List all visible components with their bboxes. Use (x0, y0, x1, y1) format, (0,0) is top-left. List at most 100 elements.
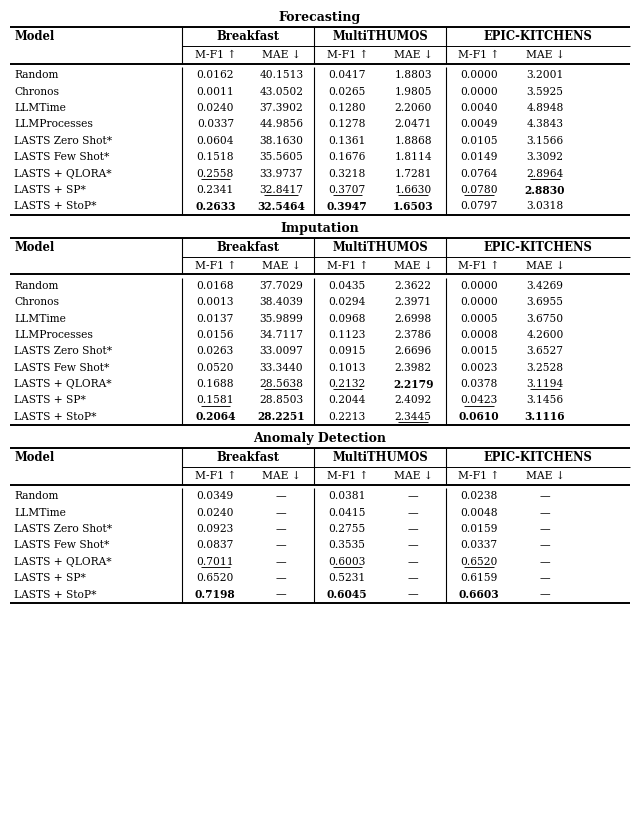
Text: 0.0049: 0.0049 (460, 120, 498, 129)
Text: 2.4092: 2.4092 (394, 396, 432, 405)
Text: 0.0013: 0.0013 (196, 297, 234, 307)
Text: 2.6696: 2.6696 (394, 346, 432, 356)
Text: MAE ↓: MAE ↓ (394, 471, 433, 481)
Text: 28.5638: 28.5638 (259, 379, 303, 389)
Text: LASTS + SP*: LASTS + SP* (14, 396, 86, 405)
Text: M-F1 ↑: M-F1 ↑ (458, 471, 500, 481)
Text: 0.0378: 0.0378 (460, 379, 498, 389)
Text: MultiTHUMOS: MultiTHUMOS (332, 451, 428, 464)
Text: 1.8114: 1.8114 (394, 152, 432, 162)
Text: 2.3982: 2.3982 (394, 363, 432, 373)
Text: 0.6045: 0.6045 (327, 589, 367, 600)
Text: 0.2633: 0.2633 (195, 201, 236, 212)
Text: MultiTHUMOS: MultiTHUMOS (332, 30, 428, 43)
Text: 1.6630: 1.6630 (394, 185, 432, 195)
Text: 33.9737: 33.9737 (260, 169, 303, 179)
Text: LASTS + StoP*: LASTS + StoP* (14, 590, 97, 600)
Text: 0.0337: 0.0337 (460, 541, 498, 550)
Text: 0.0240: 0.0240 (196, 103, 234, 113)
Text: 0.0238: 0.0238 (460, 491, 498, 501)
Text: 0.0162: 0.0162 (196, 70, 234, 80)
Text: LASTS + QLORA*: LASTS + QLORA* (14, 557, 112, 567)
Text: EPIC-KITCHENS: EPIC-KITCHENS (484, 30, 593, 43)
Text: Model: Model (14, 30, 54, 43)
Text: MAE ↓: MAE ↓ (525, 471, 564, 481)
Text: 0.0040: 0.0040 (460, 103, 498, 113)
Text: —: — (540, 508, 550, 518)
Text: 0.5231: 0.5231 (328, 573, 366, 583)
Text: 4.8948: 4.8948 (526, 103, 564, 113)
Text: 0.0415: 0.0415 (328, 508, 366, 518)
Text: 0.2132: 0.2132 (328, 379, 366, 389)
Text: 0.2341: 0.2341 (196, 185, 234, 195)
Text: LASTS Few Shot*: LASTS Few Shot* (14, 152, 109, 162)
Text: —: — (276, 590, 287, 600)
Text: 40.1513: 40.1513 (259, 70, 303, 80)
Text: 37.7029: 37.7029 (259, 281, 303, 291)
Text: LASTS Zero Shot*: LASTS Zero Shot* (14, 524, 112, 534)
Text: Anomaly Detection: Anomaly Detection (253, 432, 387, 445)
Text: MAE ↓: MAE ↓ (525, 50, 564, 60)
Text: —: — (408, 541, 419, 550)
Text: LASTS + StoP*: LASTS + StoP* (14, 201, 97, 211)
Text: 0.1280: 0.1280 (328, 103, 366, 113)
Text: EPIC-KITCHENS: EPIC-KITCHENS (484, 451, 593, 464)
Text: 3.1566: 3.1566 (526, 136, 564, 146)
Text: 0.6520: 0.6520 (460, 557, 498, 567)
Text: 44.9856: 44.9856 (259, 120, 303, 129)
Text: 0.1278: 0.1278 (328, 120, 366, 129)
Text: 0.0837: 0.0837 (196, 541, 234, 550)
Text: 0.0015: 0.0015 (460, 346, 498, 356)
Text: 3.1116: 3.1116 (525, 411, 565, 423)
Text: 0.1688: 0.1688 (196, 379, 234, 389)
Text: 2.2060: 2.2060 (394, 103, 432, 113)
Text: —: — (540, 491, 550, 501)
Text: —: — (540, 557, 550, 567)
Text: —: — (408, 524, 419, 534)
Text: 0.0263: 0.0263 (196, 346, 234, 356)
Text: Chronos: Chronos (14, 87, 59, 97)
Text: 37.3902: 37.3902 (259, 103, 303, 113)
Text: 38.4039: 38.4039 (259, 297, 303, 307)
Text: M-F1 ↑: M-F1 ↑ (326, 471, 368, 481)
Text: 2.0471: 2.0471 (394, 120, 432, 129)
Text: 2.3971: 2.3971 (394, 297, 432, 307)
Text: —: — (540, 573, 550, 583)
Text: 0.0968: 0.0968 (328, 314, 366, 324)
Text: 1.8868: 1.8868 (394, 136, 432, 146)
Text: 2.3445: 2.3445 (395, 412, 431, 422)
Text: 34.7117: 34.7117 (259, 330, 303, 340)
Text: —: — (276, 573, 287, 583)
Text: M-F1 ↑: M-F1 ↑ (458, 50, 500, 60)
Text: 3.3092: 3.3092 (527, 152, 563, 162)
Text: 0.0000: 0.0000 (460, 87, 498, 97)
Text: 0.2558: 0.2558 (196, 169, 234, 179)
Text: —: — (540, 524, 550, 534)
Text: —: — (276, 557, 287, 567)
Text: 2.2179: 2.2179 (393, 378, 433, 390)
Text: 1.8803: 1.8803 (394, 70, 432, 80)
Text: 43.0502: 43.0502 (259, 87, 303, 97)
Text: MAE ↓: MAE ↓ (394, 260, 433, 270)
Text: M-F1 ↑: M-F1 ↑ (195, 50, 236, 60)
Text: —: — (408, 590, 419, 600)
Text: 32.8417: 32.8417 (259, 185, 303, 195)
Text: 0.0417: 0.0417 (328, 70, 366, 80)
Text: Random: Random (14, 70, 58, 80)
Text: 0.0008: 0.0008 (460, 330, 498, 340)
Text: 0.0240: 0.0240 (196, 508, 234, 518)
Text: 0.0604: 0.0604 (196, 136, 234, 146)
Text: MAE ↓: MAE ↓ (262, 50, 301, 60)
Text: 0.0349: 0.0349 (196, 491, 234, 501)
Text: 35.5605: 35.5605 (259, 152, 303, 162)
Text: 0.0915: 0.0915 (328, 346, 366, 356)
Text: 3.5925: 3.5925 (527, 87, 563, 97)
Text: 0.0149: 0.0149 (460, 152, 498, 162)
Text: EPIC-KITCHENS: EPIC-KITCHENS (484, 241, 593, 254)
Text: LASTS + QLORA*: LASTS + QLORA* (14, 379, 112, 389)
Text: 0.0337: 0.0337 (196, 120, 234, 129)
Text: 3.1194: 3.1194 (526, 379, 564, 389)
Text: Model: Model (14, 451, 54, 464)
Text: 0.6520: 0.6520 (196, 573, 234, 583)
Text: —: — (408, 491, 419, 501)
